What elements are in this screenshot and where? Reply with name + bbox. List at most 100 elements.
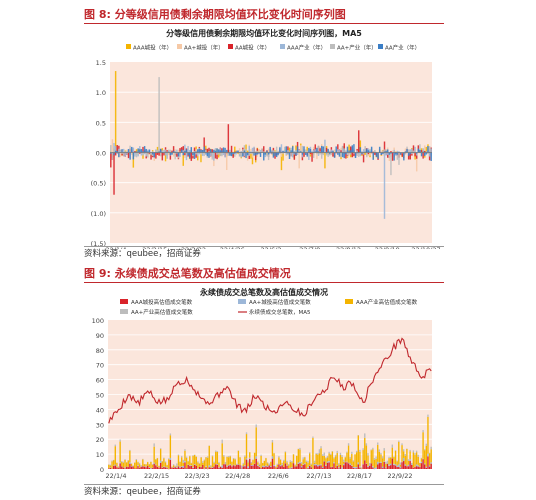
bar-4 — [205, 152, 207, 155]
bar-1 — [288, 147, 291, 153]
bar-1 — [295, 145, 297, 153]
bar-stack-2 — [300, 466, 303, 468]
bar-6 — [301, 152, 304, 155]
bar-stack-4 — [364, 433, 366, 438]
bar-stack-4 — [174, 465, 176, 467]
bar-stack-2 — [313, 463, 316, 466]
bar-stack-2 — [148, 467, 150, 468]
bar-4 — [114, 146, 117, 153]
bar-stack-4 — [334, 454, 337, 457]
bar-2 — [367, 152, 370, 157]
bar-stack-4 — [344, 456, 347, 458]
bar-4 — [288, 151, 291, 153]
bar-1 — [164, 152, 167, 162]
bar-2 — [264, 150, 267, 153]
bar-6 — [304, 152, 307, 155]
bar-stack-4 — [255, 424, 257, 428]
bar-4 — [163, 149, 165, 153]
bar-6 — [180, 149, 183, 153]
bar-stack-3 — [150, 461, 152, 469]
bar-stack-2 — [351, 465, 353, 466]
bar-6 — [308, 147, 310, 153]
bar-stack-3 — [122, 462, 125, 468]
bar-stack-1 — [181, 466, 183, 469]
bar-stack-2 — [252, 464, 254, 466]
legend-label: 永续债成交总笔数，MA5 — [249, 308, 311, 316]
bar-3 — [232, 152, 234, 158]
bar-6 — [110, 152, 112, 154]
bar-6 — [176, 152, 178, 154]
bar-stack-2 — [347, 462, 350, 464]
bar-stack-3 — [312, 437, 314, 469]
bar-6 — [287, 152, 289, 154]
bar-stack-1 — [417, 466, 419, 469]
bar-stack-3 — [114, 446, 116, 465]
bar-3 — [169, 152, 172, 160]
bar-5 — [245, 149, 247, 153]
legend-swatch — [238, 299, 246, 304]
bar-stack-2 — [390, 463, 392, 466]
bar-stack-2 — [255, 456, 257, 459]
bar-6 — [184, 151, 186, 153]
bar-stack-4 — [176, 463, 178, 467]
bar-stack-1 — [414, 466, 416, 469]
bar-stack-4 — [252, 459, 254, 461]
bar-4 — [292, 152, 294, 158]
bar-stack-1 — [372, 467, 374, 469]
bar-stack-4 — [310, 463, 312, 465]
bar-6 — [269, 146, 271, 153]
bar-3 — [163, 152, 165, 156]
bar-stack-1 — [145, 467, 147, 469]
bar-stack-2 — [415, 464, 418, 467]
bar-3 — [390, 151, 392, 153]
bar-stack-4 — [215, 450, 217, 452]
bar-stack-4 — [352, 460, 355, 462]
bar-4 — [143, 152, 146, 155]
bar-stack-1 — [119, 463, 121, 469]
bar-stack-4 — [202, 461, 204, 463]
bar-stack-3 — [244, 456, 246, 466]
bar-6 — [330, 151, 333, 153]
bar-stack-2 — [388, 464, 390, 466]
bar-6 — [271, 151, 273, 153]
bar-5 — [369, 149, 371, 153]
bar-4 — [343, 148, 345, 153]
bar-stack-1 — [347, 463, 350, 469]
bar-stack-1 — [140, 466, 142, 469]
bar-6 — [197, 149, 199, 153]
bar-6 — [279, 147, 281, 153]
bar-stack-2 — [258, 466, 261, 468]
bar-4 — [383, 152, 386, 219]
bar-stack-3 — [108, 464, 110, 469]
bar-stack-3 — [250, 463, 253, 465]
bar-6 — [327, 148, 329, 153]
bar-stack-1 — [236, 464, 238, 469]
bar-1 — [234, 146, 236, 153]
bar-stack-4 — [164, 461, 167, 463]
bar-5 — [179, 151, 181, 153]
ma5-line — [108, 337, 432, 424]
legend-swatch — [120, 299, 128, 304]
bar-5 — [118, 151, 120, 153]
bar-stack-2 — [315, 464, 317, 466]
bar-stack-3 — [153, 446, 155, 463]
bar-5 — [254, 151, 257, 153]
bar-stack-3 — [198, 463, 201, 467]
bar-2 — [300, 145, 302, 153]
bar-6 — [234, 152, 236, 154]
bar-stack-1 — [164, 467, 167, 469]
bar-4 — [116, 152, 118, 155]
bar-stack-2 — [420, 461, 423, 464]
bar-stack-1 — [108, 468, 110, 469]
bar-6 — [282, 150, 284, 153]
bar-stack-4 — [276, 463, 278, 465]
bar-5 — [214, 149, 217, 153]
bar-stack-4 — [388, 456, 390, 459]
bar-6 — [116, 151, 118, 153]
bar-stack-3 — [406, 448, 408, 466]
bar-3 — [370, 152, 373, 154]
bar-stack-1 — [218, 467, 220, 469]
bar-6 — [222, 147, 225, 153]
legend-swatch — [280, 44, 285, 49]
bar-stack-2 — [114, 464, 116, 466]
